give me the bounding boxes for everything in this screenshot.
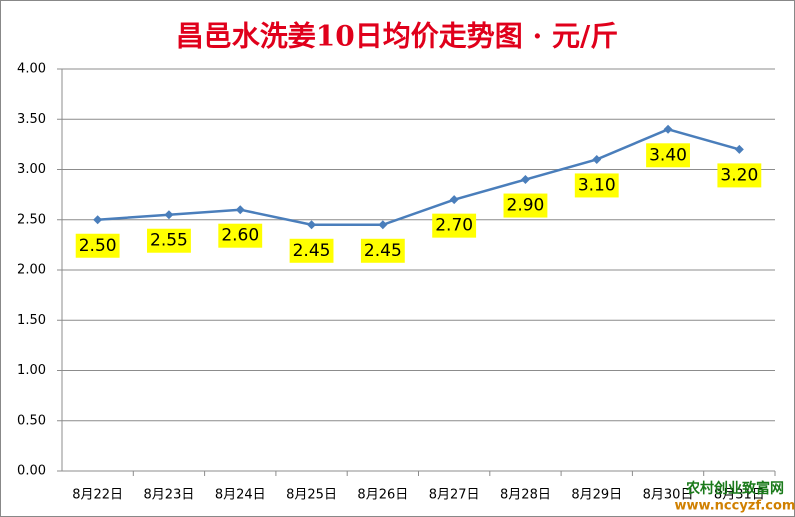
- value-label-bg: [218, 223, 263, 248]
- value-label-bg: [432, 213, 477, 238]
- x-tick-label: 8月26日: [357, 488, 408, 503]
- value-label-text: 3.40: [649, 145, 687, 165]
- value-label-text: 3.20: [720, 165, 758, 185]
- marker: [235, 205, 245, 215]
- y-tick-label: 2.50: [17, 212, 46, 227]
- value-label-text: 2.55: [150, 231, 188, 251]
- value-label: 3.10: [574, 173, 619, 198]
- value-label-text: 2.70: [435, 216, 473, 236]
- y-tick-label: 3.00: [17, 162, 46, 177]
- value-label: 2.70: [432, 213, 477, 238]
- x-tick-label: 8月29日: [571, 488, 622, 503]
- value-label-text: 2.60: [221, 226, 259, 246]
- marker: [520, 175, 530, 185]
- value-label: 2.45: [289, 238, 334, 263]
- value-label-bg: [289, 238, 334, 263]
- value-label-bg: [75, 233, 120, 258]
- value-label: 3.20: [717, 163, 762, 188]
- y-tick-label: 1.00: [17, 363, 46, 378]
- value-label-bg: [147, 228, 191, 253]
- y-tick-label: 0.50: [17, 413, 46, 428]
- y-tick-label: 4.00: [17, 62, 46, 77]
- y-tick-label: 1.50: [17, 313, 46, 328]
- value-label-text: 2.50: [79, 236, 117, 256]
- marker: [307, 220, 317, 230]
- value-label-bg: [503, 193, 548, 218]
- marker: [449, 195, 459, 205]
- marker: [378, 220, 388, 230]
- value-label-bg: [360, 238, 405, 263]
- marker: [93, 215, 103, 225]
- value-label-bg: [646, 143, 690, 168]
- chart-title: 昌邑水洗姜10日均价走势图 · 元/斤: [176, 20, 618, 53]
- x-tick-label: 8月24日: [215, 488, 266, 503]
- y-tick-label: 2.00: [17, 263, 46, 278]
- value-label-text: 2.90: [507, 196, 545, 216]
- y-tick-label: 0.00: [17, 464, 46, 479]
- value-label: 2.45: [360, 238, 405, 263]
- marker: [164, 210, 174, 220]
- value-label-text: 3.10: [578, 175, 616, 195]
- marker: [592, 154, 602, 164]
- x-tick-label: 8月27日: [429, 488, 480, 503]
- x-tick-label: 8月22日: [72, 488, 123, 503]
- x-tick-label: 8月28日: [500, 488, 551, 503]
- y-tick-label: 3.50: [17, 112, 46, 127]
- x-tick-label: 8月25日: [286, 488, 337, 503]
- series-line: [97, 127, 740, 227]
- watermark: www.nccyzf.com: [675, 499, 795, 514]
- value-label: 3.40: [646, 143, 690, 168]
- value-label-text: 2.45: [364, 241, 402, 261]
- marker: [663, 124, 673, 134]
- x-tick-label: 8月30日: [643, 488, 694, 503]
- x-tick-label: 8月31日: [714, 488, 765, 503]
- marker: [734, 144, 744, 154]
- watermark: 农村创业致富网: [685, 480, 784, 497]
- value-label: 2.50: [75, 233, 120, 258]
- value-label-bg: [574, 173, 619, 198]
- x-tick-label: 8月23日: [144, 488, 195, 503]
- value-label-text: 2.45: [293, 241, 331, 261]
- value-label-bg: [717, 163, 762, 188]
- value-label: 2.90: [503, 193, 548, 218]
- value-label: 2.60: [218, 223, 263, 248]
- value-label: 2.55: [147, 228, 191, 253]
